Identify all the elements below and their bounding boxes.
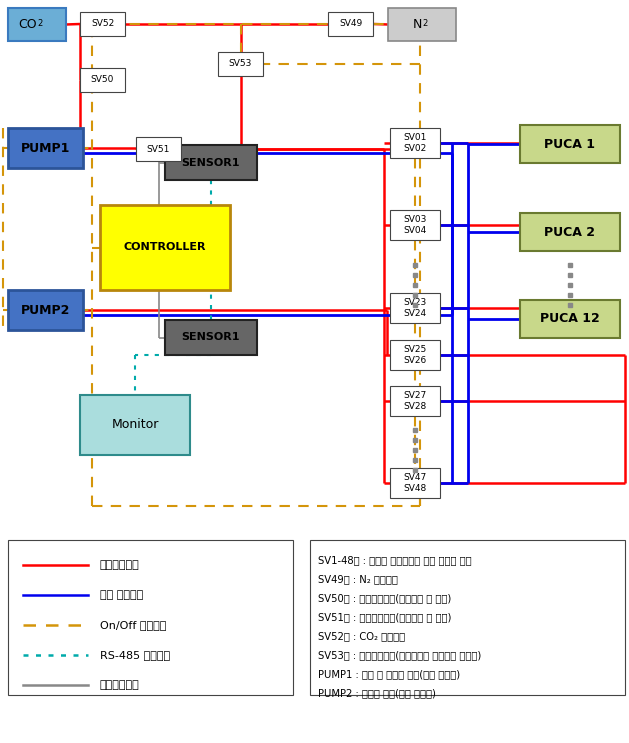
Bar bbox=[80, 68, 125, 92]
Bar bbox=[165, 145, 257, 180]
Text: PUCA 2: PUCA 2 bbox=[545, 225, 596, 239]
Text: SV49: SV49 bbox=[339, 19, 362, 28]
Text: SV27
SV28: SV27 SV28 bbox=[403, 392, 426, 411]
Text: PUMP1: PUMP1 bbox=[21, 141, 70, 155]
Text: SENSOR1: SENSOR1 bbox=[182, 158, 240, 167]
Text: SV52번 : CO₂ 공급밸브: SV52번 : CO₂ 공급밸브 bbox=[318, 631, 405, 641]
Text: PUMP2 : 측정용 펌프(이하 측정용): PUMP2 : 측정용 펌프(이하 측정용) bbox=[318, 688, 436, 698]
Bar bbox=[8, 540, 293, 695]
Text: SV47
SV48: SV47 SV48 bbox=[403, 473, 426, 493]
Text: 2: 2 bbox=[422, 19, 427, 27]
Bar bbox=[388, 8, 456, 41]
Text: SENSOR1: SENSOR1 bbox=[182, 333, 240, 343]
Text: CO: CO bbox=[18, 18, 37, 31]
Text: SV53: SV53 bbox=[229, 59, 252, 68]
Text: 센서공급라인: 센서공급라인 bbox=[100, 680, 140, 690]
Text: 2: 2 bbox=[37, 19, 42, 27]
Bar bbox=[8, 128, 83, 168]
Bar bbox=[390, 293, 440, 323]
Bar bbox=[80, 12, 125, 36]
Text: 기체공급라인: 기체공급라인 bbox=[100, 560, 140, 570]
Text: SV25
SV26: SV25 SV26 bbox=[403, 345, 426, 365]
Text: SV50번 : 기체배출밸브(기체제어 중 작동): SV50번 : 기체배출밸브(기체제어 중 작동) bbox=[318, 593, 451, 603]
Bar bbox=[390, 340, 440, 370]
Text: SV23
SV24: SV23 SV24 bbox=[403, 298, 426, 318]
Text: SV49번 : N₂ 공급밸브: SV49번 : N₂ 공급밸브 bbox=[318, 574, 398, 584]
Text: SV01
SV02: SV01 SV02 bbox=[403, 133, 426, 153]
Text: PUCA 1: PUCA 1 bbox=[545, 137, 596, 151]
Bar bbox=[328, 12, 373, 36]
Text: CONTROLLER: CONTROLLER bbox=[124, 242, 206, 253]
Text: PUCA 12: PUCA 12 bbox=[540, 313, 600, 325]
Bar bbox=[218, 52, 263, 76]
Text: 기체 출구라인: 기체 출구라인 bbox=[100, 590, 143, 600]
Bar bbox=[520, 213, 620, 251]
Text: RS-485 통신라인: RS-485 통신라인 bbox=[100, 650, 170, 660]
Bar bbox=[520, 300, 620, 338]
Bar bbox=[100, 205, 230, 290]
Bar bbox=[520, 125, 620, 163]
Bar bbox=[390, 210, 440, 240]
Text: SV50: SV50 bbox=[91, 76, 114, 85]
Bar bbox=[136, 137, 181, 161]
Text: SV03
SV04: SV03 SV04 bbox=[403, 215, 426, 235]
Bar bbox=[165, 320, 257, 355]
Text: PUMP1 : 측정 및 제어용 펌프(이하 제어용): PUMP1 : 측정 및 제어용 펌프(이하 제어용) bbox=[318, 669, 460, 679]
Text: SV52: SV52 bbox=[91, 19, 114, 28]
Text: On/Off 제어라인: On/Off 제어라인 bbox=[100, 620, 167, 630]
Bar bbox=[8, 8, 66, 41]
Bar bbox=[80, 395, 190, 455]
Text: N: N bbox=[413, 18, 422, 31]
Text: SV51번 : 기체순환밸브(기체측정 중 작동): SV51번 : 기체순환밸브(기체측정 중 작동) bbox=[318, 612, 452, 622]
Text: PUMP2: PUMP2 bbox=[21, 303, 70, 317]
Bar bbox=[390, 468, 440, 498]
Text: SV1-48번 : 파렛트 기체제어를 위한 입출구 밸브: SV1-48번 : 파렛트 기체제어를 위한 입출구 밸브 bbox=[318, 555, 472, 565]
Bar bbox=[390, 128, 440, 158]
Text: Monitor: Monitor bbox=[111, 418, 159, 432]
Bar bbox=[8, 290, 83, 330]
Bar bbox=[310, 540, 625, 695]
Text: SV51: SV51 bbox=[147, 144, 170, 154]
Text: SV53번 : 질소배출밸브(질소발생기 작동신호 대기용): SV53번 : 질소배출밸브(질소발생기 작동신호 대기용) bbox=[318, 650, 481, 660]
Bar bbox=[390, 386, 440, 416]
